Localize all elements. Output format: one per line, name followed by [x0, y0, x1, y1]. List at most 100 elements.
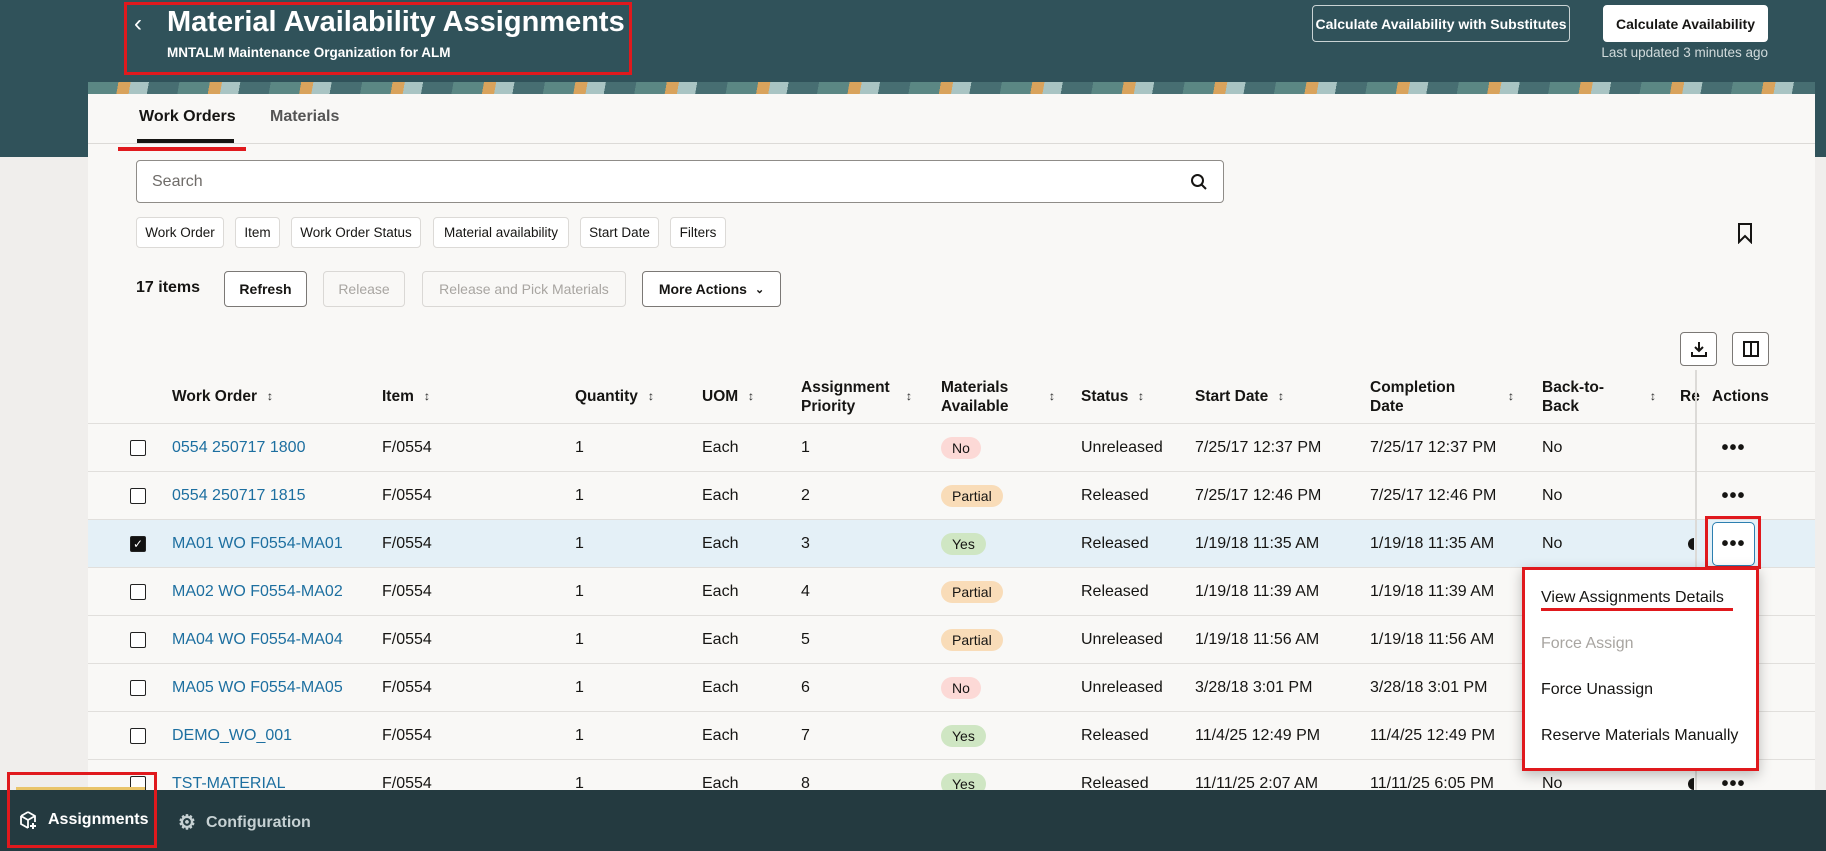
- column-header-actions[interactable]: Actions: [1712, 370, 1812, 423]
- materials-status-badge: No: [941, 677, 981, 699]
- table-row[interactable]: DEMO_WO_001 F/0554 1 Each 7 Yes Released 11/4/2…: [88, 711, 1815, 759]
- work-order-link[interactable]: 0554 250717 1800: [172, 439, 306, 456]
- menu-item-force-assign[interactable]: Force Assign: [1541, 635, 1634, 652]
- materials-status-badge: No: [941, 437, 981, 459]
- table-row[interactable]: ✓ MA01 WO F0554-MA01 F/0554 1 Each 3 Yes Releas…: [88, 519, 1815, 567]
- row-checkbox[interactable]: [130, 680, 146, 696]
- column-header-uom[interactable]: UOM ↕: [702, 370, 792, 423]
- column-header-label: Actions: [1712, 388, 1769, 405]
- row-checkbox[interactable]: [130, 488, 146, 504]
- cell-quantity: 1: [575, 439, 584, 456]
- column-header-label: Work Order: [172, 388, 257, 405]
- search-icon[interactable]: [1190, 173, 1208, 191]
- table-row[interactable]: MA05 WO F0554-MA05 F/0554 1 Each 6 No Unreleas…: [88, 663, 1815, 711]
- filter-chip-material-availability[interactable]: Material availability: [433, 217, 569, 248]
- download-icon: [1690, 342, 1707, 357]
- table-row[interactable]: 0554 250717 1800 F/0554 1 Each 1 No Unreleased…: [88, 423, 1815, 471]
- column-header-status[interactable]: Status ↕: [1081, 370, 1191, 423]
- work-order-link[interactable]: 0554 250717 1815: [172, 487, 306, 504]
- cell-completion: 11/11/25 6:05 PM: [1370, 775, 1494, 792]
- cell-start: 1/19/18 11:39 AM: [1195, 583, 1320, 600]
- cell-completion: 11/4/25 12:49 PM: [1370, 727, 1496, 744]
- cell-start: 1/19/18 11:35 AM: [1195, 535, 1320, 552]
- row-actions-button[interactable]: •••: [1712, 472, 1755, 520]
- row-checkbox[interactable]: [130, 632, 146, 648]
- more-actions-button[interactable]: More Actions ⌄: [642, 271, 781, 307]
- cell-materials: Yes: [941, 712, 986, 760]
- column-header-re[interactable]: Re: [1680, 370, 1700, 423]
- sort-icon[interactable]: ↕: [1277, 389, 1285, 403]
- more-horizontal-icon: •••: [1721, 773, 1746, 795]
- table-row[interactable]: MA04 WO F0554-MA04 F/0554 1 Each 5 Partial Unr…: [88, 615, 1815, 663]
- work-order-link[interactable]: MA02 WO F0554-MA02: [172, 583, 343, 600]
- filter-chip-work-order[interactable]: Work Order: [136, 217, 224, 248]
- work-order-link[interactable]: MA05 WO F0554-MA05: [172, 679, 343, 696]
- row-checkbox[interactable]: [130, 584, 146, 600]
- row-checkbox[interactable]: ✓: [130, 536, 146, 552]
- table-row[interactable]: MA02 WO F0554-MA02 F/0554 1 Each 4 Partial Rel…: [88, 567, 1815, 615]
- filter-chip-start-date[interactable]: Start Date: [580, 217, 659, 248]
- sort-icon[interactable]: ↕: [423, 389, 431, 403]
- column-header-item[interactable]: Item ↕: [382, 370, 562, 423]
- decorative-banner: [88, 82, 1815, 94]
- menu-item-reserve-materials-manually[interactable]: Reserve Materials Manually: [1541, 727, 1739, 744]
- cell-uom: Each: [702, 631, 739, 648]
- back-chevron-icon[interactable]: ‹: [134, 10, 142, 37]
- menu-item-view-assignments-details[interactable]: View Assignments Details: [1541, 589, 1724, 606]
- sort-icon[interactable]: ↕: [1137, 389, 1145, 403]
- calculate-availability-button[interactable]: Calculate Availability: [1603, 5, 1768, 42]
- cell-item: F/0554: [382, 439, 432, 456]
- column-header-quantity[interactable]: Quantity ↕: [575, 370, 695, 423]
- sort-icon[interactable]: ↕: [266, 389, 274, 403]
- filter-chip-filters[interactable]: Filters: [670, 217, 726, 248]
- menu-item-force-unassign[interactable]: Force Unassign: [1541, 681, 1654, 698]
- manage-columns-button[interactable]: [1732, 332, 1769, 366]
- work-order-link[interactable]: TST-MATERIAL: [172, 775, 286, 792]
- nav-configuration[interactable]: ⚙ Configuration: [178, 810, 311, 835]
- column-header-work-order[interactable]: Work Order ↕: [172, 370, 372, 423]
- sort-icon[interactable]: ↕: [747, 389, 755, 403]
- column-header-materials-available[interactable]: Materials Available ↕: [941, 370, 1071, 423]
- columns-icon: [1742, 341, 1759, 357]
- work-order-link[interactable]: DEMO_WO_001: [172, 727, 293, 744]
- sort-icon[interactable]: ↕: [1048, 389, 1056, 403]
- cell-b2b: No: [1542, 487, 1563, 504]
- search-input[interactable]: Search: [136, 160, 1224, 203]
- cell-materials: Partial: [941, 472, 1003, 520]
- filter-chip-item[interactable]: Item: [235, 217, 280, 248]
- materials-status-badge: Yes: [941, 725, 986, 747]
- column-header-assignment-priority[interactable]: Assignment Priority ↕: [801, 370, 931, 423]
- bookmark-icon[interactable]: [1737, 222, 1753, 244]
- table-row[interactable]: TST-MATERIAL F/0554 1 Each 8 Yes Released 11/11…: [88, 759, 1815, 807]
- page-subtitle: MNTALM Maintenance Organization for ALM: [167, 45, 451, 60]
- row-actions-button[interactable]: •••: [1712, 522, 1755, 566]
- refresh-button[interactable]: Refresh: [224, 271, 307, 307]
- release-and-pick-materials-button[interactable]: Release and Pick Materials: [422, 271, 626, 307]
- row-checkbox[interactable]: [130, 440, 146, 456]
- row-actions-button[interactable]: •••: [1712, 760, 1755, 808]
- work-order-link[interactable]: MA01 WO F0554-MA01: [172, 535, 343, 552]
- nav-assignments[interactable]: Assignments: [18, 810, 148, 830]
- filter-chip-work-order-status[interactable]: Work Order Status: [291, 217, 421, 248]
- cell-status: Released: [1081, 583, 1149, 600]
- row-actions-button[interactable]: •••: [1712, 424, 1755, 472]
- tab-work-orders[interactable]: Work Orders: [139, 108, 236, 125]
- work-order-link[interactable]: MA04 WO F0554-MA04: [172, 631, 343, 648]
- annotation-underline: [1541, 608, 1733, 611]
- sort-icon[interactable]: ↕: [1507, 389, 1515, 403]
- calculate-availability-with-substitutes-button[interactable]: Calculate Availability with Substitutes: [1312, 5, 1570, 42]
- table-row[interactable]: 0554 250717 1815 F/0554 1 Each 2 Partial Relea…: [88, 471, 1815, 519]
- row-checkbox[interactable]: [130, 728, 146, 744]
- sort-icon[interactable]: ↕: [1649, 389, 1657, 403]
- column-header-back-to-back[interactable]: Back-to-Back ↕: [1542, 370, 1672, 423]
- cell-status: Released: [1081, 535, 1149, 552]
- cell-quantity: 1: [575, 679, 584, 696]
- tab-materials[interactable]: Materials: [270, 108, 340, 125]
- download-button[interactable]: [1680, 332, 1717, 366]
- column-header-completion-date[interactable]: Completion Date ↕: [1370, 370, 1530, 423]
- sort-icon[interactable]: ↕: [647, 389, 655, 403]
- cell-b2b: No: [1542, 535, 1563, 552]
- sort-icon[interactable]: ↕: [905, 389, 913, 403]
- column-header-start-date[interactable]: Start Date ↕: [1195, 370, 1365, 423]
- release-button[interactable]: Release: [323, 271, 405, 307]
